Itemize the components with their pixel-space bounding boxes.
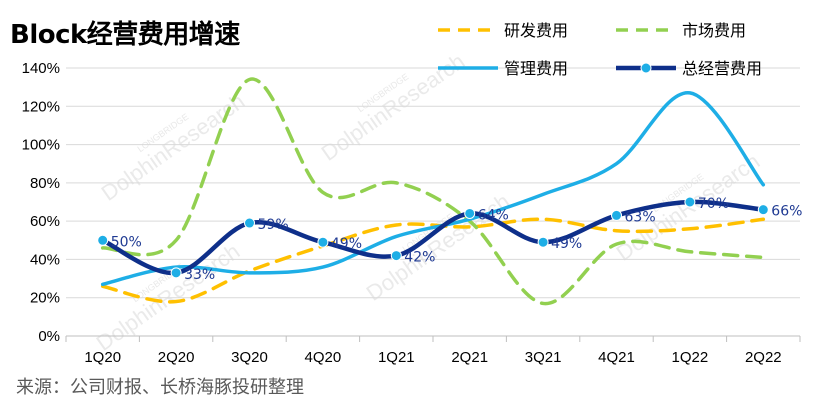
data-label: 59% xyxy=(258,217,289,233)
data-point-total-opex xyxy=(464,207,476,219)
data-point-total-opex xyxy=(684,196,696,208)
data-label: 49% xyxy=(331,236,362,252)
series-layer xyxy=(97,77,769,306)
y-tick-label: 80% xyxy=(30,175,60,192)
x-tick-label: 4Q21 xyxy=(598,349,635,366)
data-labels: 50% 33% 59% 49% 42% 64% 49% 63% 70% 66% xyxy=(111,196,803,283)
data-point-total-opex xyxy=(390,250,402,262)
y-tick-label: 20% xyxy=(30,290,60,307)
data-label: 63% xyxy=(625,209,656,225)
data-point-total-opex xyxy=(611,209,622,221)
axes: 0% 20% 40% 60% 80% 100% 120% 140% 1Q20 2Q20 3Q20 4Q… xyxy=(22,60,801,366)
grid-lines xyxy=(66,67,800,299)
x-tick-label: 2Q21 xyxy=(451,349,488,366)
legend-label-marketing-expense: 市场费用 xyxy=(682,21,746,40)
y-tick-label: 100% xyxy=(22,137,60,154)
data-point-total-opex xyxy=(537,236,549,248)
y-tick-label: 60% xyxy=(30,213,60,230)
data-label: 50% xyxy=(111,234,142,250)
y-tick-label: 120% xyxy=(22,98,60,115)
data-label: 66% xyxy=(771,204,802,220)
data-point-total-opex xyxy=(97,234,109,246)
watermark-text: DolphinResearch xyxy=(317,48,470,165)
series-line-total-opex xyxy=(100,199,766,276)
data-label: 49% xyxy=(551,236,582,252)
x-tick-label: 3Q21 xyxy=(525,349,562,366)
data-point-total-opex xyxy=(244,217,255,229)
chart-title: Block经营费用增速 xyxy=(10,20,240,50)
data-point-total-opex xyxy=(170,267,182,279)
data-label: 33% xyxy=(184,267,215,283)
legend-label-total-opex: 总经营费用 xyxy=(682,59,762,78)
y-tick-label: 0% xyxy=(38,328,60,345)
series-line-marketing-expense xyxy=(100,77,766,306)
x-tick-label: 2Q22 xyxy=(745,349,782,366)
x-tick-label: 1Q21 xyxy=(378,349,415,366)
x-tick-label: 1Q20 xyxy=(84,349,121,366)
y-tick-label: 140% xyxy=(22,60,60,77)
data-label: 64% xyxy=(478,207,509,223)
x-tick-label: 2Q20 xyxy=(158,349,195,366)
legend-label-admin-expense: 管理费用 xyxy=(504,59,568,78)
x-tick-label: 1Q22 xyxy=(672,349,709,366)
series-line-admin-expense xyxy=(100,91,766,287)
legend-label-rd-expense: 研发费用 xyxy=(504,21,568,40)
data-label: 70% xyxy=(698,196,729,212)
data-point-total-opex xyxy=(317,236,329,248)
data-point-total-opex xyxy=(757,204,769,216)
watermark-text: DolphinResearch xyxy=(92,238,245,355)
data-label: 42% xyxy=(404,250,435,266)
x-tick-label: 4Q20 xyxy=(305,349,342,366)
source-note: 来源：公司财报、长桥海豚投研整理 xyxy=(16,377,304,398)
x-tick-label: 3Q20 xyxy=(231,349,268,366)
legend-marker xyxy=(640,62,652,74)
series-line-rd-expense xyxy=(100,217,766,304)
y-tick-label: 40% xyxy=(30,251,60,268)
